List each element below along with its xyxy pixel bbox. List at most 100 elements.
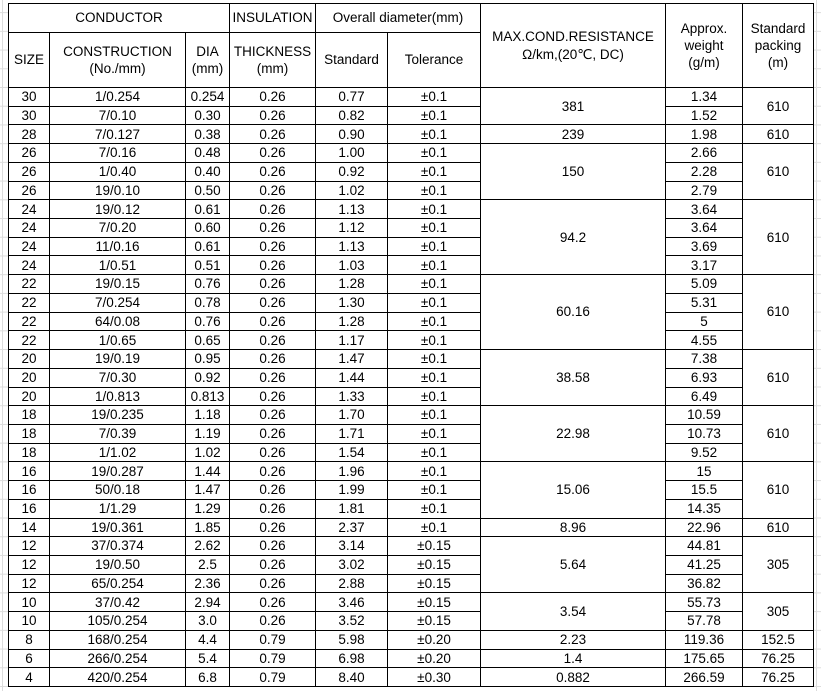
packing-cell: 610 [742, 143, 814, 201]
thickness-cell: 0.26 [229, 498, 316, 519]
weight-cell: 3.64 [665, 218, 743, 238]
size-cell: 14 [8, 517, 50, 538]
size-cell: 20 [8, 367, 50, 388]
resistance-cell: 239 [480, 124, 666, 145]
packing-cell: 610 [742, 405, 814, 463]
standard-cell: 5.98 [315, 629, 388, 650]
tolerance-cell: ±0.1 [387, 367, 481, 388]
conductor-header: CONDUCTOR [8, 3, 230, 33]
table-row: 30 1/0.254 0.254 0.26 0.77 ±0.1 381 1.34 610 [8, 86, 814, 126]
construction-cell: 7/0.16 [49, 143, 186, 163]
size-cell: 30 [8, 105, 50, 126]
standard-cell: 1.00 [315, 143, 388, 163]
weight-cell: 10.73 [665, 423, 743, 444]
dia-cell: 0.51 [185, 255, 230, 276]
grid-line-right [816, 0, 817, 691]
construction-cell: 1/0.65 [49, 330, 186, 351]
standard-cell: 1.02 [315, 180, 388, 201]
tolerance-cell: ±0.1 [387, 236, 481, 257]
weight-cell: 10.59 [665, 405, 743, 425]
standard-cell: 1.44 [315, 367, 388, 388]
tolerance-header: Tolerance [387, 32, 481, 88]
tolerance-cell: ±0.15 [387, 592, 481, 613]
table-row: 22 64/0.08 0.76 0.26 1.28 ±0.1 5 [8, 311, 814, 332]
construction-cell: 168/0.254 [49, 629, 186, 650]
size-cell: 26 [8, 180, 50, 201]
size-cell: 26 [8, 161, 50, 182]
weight-cell: 5 [665, 311, 743, 332]
size-cell: 22 [8, 330, 50, 351]
tolerance-cell: ±0.1 [387, 143, 481, 163]
dia-cell: 1.02 [185, 442, 230, 463]
tolerance-cell: ±0.1 [387, 480, 481, 500]
thickness-cell: 0.26 [229, 143, 316, 163]
table-row: 30 7/0.10 0.30 0.26 0.82 ±0.1 1.52 [8, 105, 814, 126]
size-cell: 12 [8, 536, 50, 556]
overall-diameter-header: Overall diameter(mm) [315, 3, 481, 33]
construction-cell: 11/0.16 [49, 236, 186, 257]
tolerance-cell: ±0.1 [387, 461, 481, 482]
thickness-cell: 0.26 [229, 405, 316, 425]
dia-cell: 0.38 [185, 124, 230, 145]
resistance-cell: 15.06 [480, 461, 666, 519]
resistance-cell: 150 [480, 143, 666, 201]
tolerance-cell: ±0.1 [387, 311, 481, 332]
dia-cell: 6.8 [185, 667, 230, 687]
wire-spec-table: CONDUCTOR INSULATION Overall diameter(mm… [8, 3, 814, 687]
standard-cell: 3.46 [315, 592, 388, 613]
table-row: 16 50/0.18 1.47 0.26 1.99 ±0.1 15.5 [8, 480, 814, 500]
standard-cell: 1.30 [315, 292, 388, 313]
tolerance-cell: ±0.1 [387, 517, 481, 538]
weight-cell: 6.93 [665, 367, 743, 388]
construction-cell: 1/1.29 [49, 498, 186, 519]
tolerance-cell: ±0.1 [387, 199, 481, 220]
construction-cell: 7/0.10 [49, 105, 186, 126]
packing-cell: 76.25 [742, 648, 814, 669]
standard-cell: 6.98 [315, 648, 388, 669]
packing-cell: 152.5 [742, 629, 814, 650]
table-row: 24 19/0.12 0.61 0.26 1.13 ±0.1 94.2 3.64 610 [8, 199, 814, 276]
resistance-cell: 94.2 [480, 199, 666, 276]
thickness-cell: 0.26 [229, 255, 316, 276]
construction-cell: 420/0.254 [49, 667, 186, 687]
size-cell: 12 [8, 554, 50, 575]
weight-cell: 14.35 [665, 498, 743, 519]
resistance-cell: 2.23 [480, 629, 666, 650]
size-cell: 16 [8, 498, 50, 519]
weight-cell: 44.81 [665, 536, 743, 556]
size-cell: 20 [8, 349, 50, 369]
thickness-cell: 0.79 [229, 648, 316, 669]
dia-cell: 0.50 [185, 180, 230, 201]
resistance-cell: 5.64 [480, 536, 666, 594]
table-row: 22 7/0.254 0.78 0.26 1.30 ±0.1 5.31 [8, 292, 814, 313]
thickness-cell: 0.26 [229, 292, 316, 313]
thickness-cell: 0.26 [229, 592, 316, 613]
packing-cell: 610 [742, 517, 814, 538]
construction-cell: 64/0.08 [49, 311, 186, 332]
size-cell: 22 [8, 292, 50, 313]
thickness-cell: 0.26 [229, 180, 316, 201]
tolerance-cell: ±0.15 [387, 554, 481, 575]
thickness-cell: 0.26 [229, 199, 316, 220]
dia-cell: 0.65 [185, 330, 230, 351]
table-row: 24 1/0.51 0.51 0.26 1.03 ±0.1 3.17 [8, 255, 814, 276]
table-row: 26 7/0.16 0.48 0.26 1.00 ±0.1 150 2.66 610 [8, 143, 814, 201]
weight-cell: 1.34 [665, 87, 743, 107]
construction-cell: 1/0.51 [49, 255, 186, 276]
thickness-cell: 0.26 [229, 480, 316, 500]
tolerance-cell: ±0.1 [387, 442, 481, 463]
packing-cell: 610 [742, 461, 814, 519]
construction-cell: 19/0.287 [49, 461, 186, 482]
dia-cell: 1.19 [185, 423, 230, 444]
thickness-cell: 0.79 [229, 629, 316, 650]
dia-cell: 0.813 [185, 386, 230, 407]
tolerance-cell: ±0.1 [387, 161, 481, 182]
construction-cell: 19/0.19 [49, 349, 186, 369]
standard-cell: 1.17 [315, 330, 388, 351]
tolerance-cell: ±0.15 [387, 611, 481, 631]
weight-cell: 7.38 [665, 349, 743, 369]
size-cell: 24 [8, 255, 50, 276]
grid-line-left [2, 0, 3, 691]
table-row: 6 266/0.254 5.4 0.79 6.98 ±0.20 1.4 175.65 76.25 [8, 648, 814, 669]
packing-cell: 305 [742, 536, 814, 594]
